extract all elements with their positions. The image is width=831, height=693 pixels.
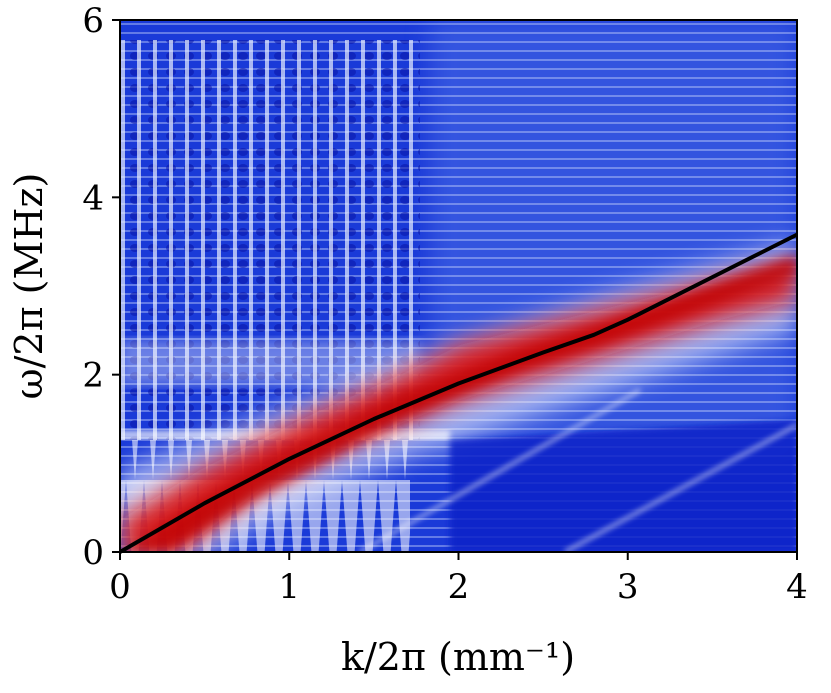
dispersion-curve (119, 232, 798, 554)
y-tick-label: 2 (82, 356, 104, 396)
x-tick-label: 2 (448, 567, 470, 607)
x-axis-title: k/2π (mm⁻¹) (341, 635, 575, 679)
y-tick-label: 4 (82, 178, 104, 218)
x-tick-label: 0 (109, 567, 131, 607)
x-axis: 0 1 2 3 4 (109, 552, 808, 607)
y-axis-title: ω/2π (MHz) (7, 173, 51, 400)
x-tick-label: 1 (278, 567, 300, 607)
y-axis: 0 2 4 6 (82, 1, 120, 573)
heatmap-image (120, 20, 797, 552)
x-tick-label: 3 (617, 567, 639, 607)
y-tick-label: 6 (82, 1, 104, 41)
y-tick-label: 0 (82, 533, 104, 573)
x-tick-label: 4 (786, 567, 808, 607)
